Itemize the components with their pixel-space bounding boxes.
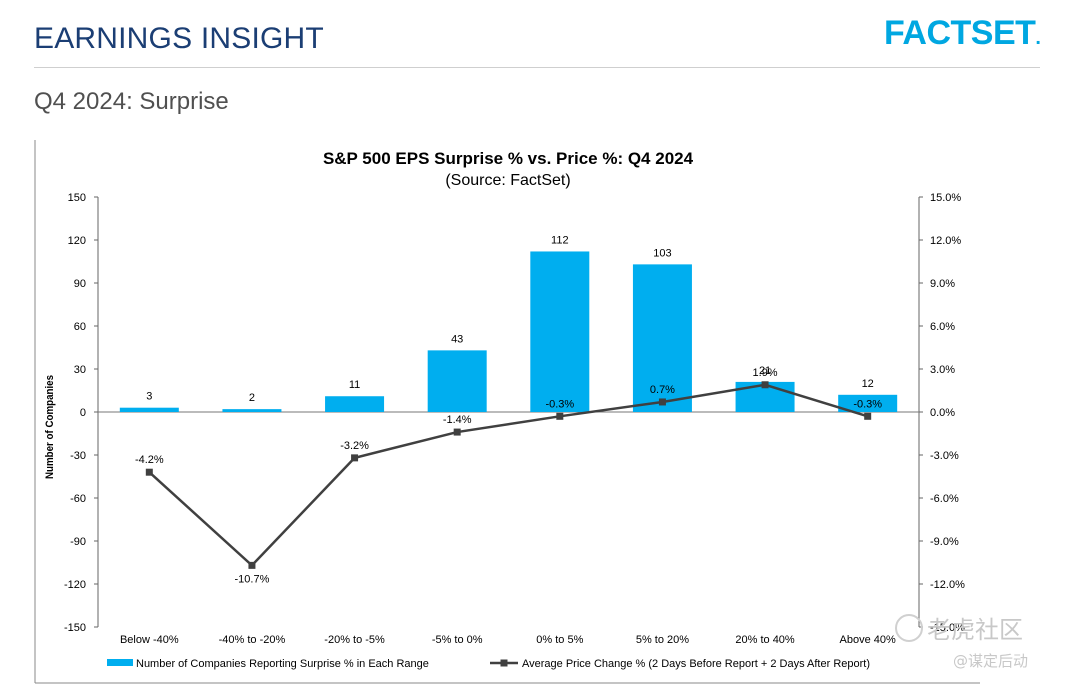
category-label: -5% to 0% [432,634,483,646]
watermark-line1: 老虎社区 [927,616,1023,644]
bar-value-label: 103 [653,247,671,259]
bar-value-label: 43 [451,333,463,345]
line-marker [351,454,359,462]
right-tick-label: -6.0% [930,493,959,505]
left-tick-label: 0 [80,407,86,419]
right-tick-label: 15.0% [930,192,961,204]
left-tick-label: -120 [64,579,86,591]
left-tick-label: -60 [70,493,86,505]
bar [325,396,385,412]
right-tick-label: 6.0% [930,321,955,333]
category-label: 20% to 40% [735,634,795,646]
chart-container: S&P 500 EPS Surprise % vs. Price %: Q4 2… [34,138,982,685]
bar-value-label: 21 [759,365,771,377]
line-marker [248,561,256,569]
right-tick-label: 9.0% [930,278,955,290]
right-tick-label: 0.0% [930,407,955,419]
line-value-label: -0.3% [853,398,882,410]
page-subtitle: Q4 2024: Surprise [34,88,229,115]
category-label: Below -40% [120,634,179,646]
line-value-label: -3.2% [340,440,369,452]
category-label: -20% to -5% [324,634,385,646]
watermark-icon [895,614,923,642]
left-tick-label: -90 [70,536,86,548]
left-tick-label: 150 [68,192,86,204]
logo-dot: . [1035,27,1041,49]
line-value-label: 1.9% [753,367,778,379]
category-label: -40% to -20% [219,634,286,646]
left-axis-label: Number of Companies [44,375,56,479]
bar [119,407,179,412]
left-tick-label: 90 [74,278,86,290]
right-tick-label: 12.0% [930,235,961,247]
left-tick-label: -30 [70,450,86,462]
category-label: 5% to 20% [636,634,689,646]
legend-bar-label: Number of Companies Reporting Surprise %… [136,658,429,670]
line-value-label: -4.2% [135,454,164,466]
bar [530,251,590,412]
left-tick-label: -150 [64,622,86,634]
line-marker [453,428,461,436]
left-tick-label: 30 [74,364,86,376]
bar [838,394,898,412]
line-value-label: -0.3% [545,398,574,410]
bar-value-label: 2 [249,392,255,404]
right-tick-label: -9.0% [930,536,959,548]
watermark: 老虎社区 @谋定后动 [895,608,1055,678]
line-value-label: -10.7% [235,573,270,585]
bar [222,409,282,412]
page-title: EARNINGS INSIGHT [34,22,324,55]
category-label: Above 40% [840,634,896,646]
line-marker [145,468,153,476]
category-label: 0% to 5% [536,634,583,646]
chart-subtitle: (Source: FactSet) [445,172,570,189]
line-marker [864,412,872,420]
factset-logo: FACTSET. [884,14,1041,53]
watermark-line2: @谋定后动 [953,652,1029,670]
line-marker [658,398,666,406]
line-marker [556,412,564,420]
legend-bar-swatch [107,659,133,666]
legend-line-label: Average Price Change % (2 Days Before Re… [522,658,870,670]
bar-value-label: 112 [551,234,569,246]
eps-surprise-chart: S&P 500 EPS Surprise % vs. Price %: Q4 2… [34,140,980,684]
right-tick-label: 3.0% [930,364,955,376]
line-value-label: -1.4% [443,414,472,426]
bar [427,350,487,412]
price-change-line [148,383,869,568]
chart-title: S&P 500 EPS Surprise % vs. Price %: Q4 2… [323,149,694,168]
line-marker [761,381,769,389]
logo-text: FACTSET [884,14,1036,52]
line-value-label: 0.7% [650,384,675,396]
legend-line-marker [500,659,508,667]
bar-value-label: 12 [862,378,874,390]
bar [632,264,692,412]
right-tick-label: -3.0% [930,450,959,462]
header-divider [34,67,1040,68]
left-tick-label: 60 [74,321,86,333]
bar-value-label: 3 [146,391,152,403]
right-tick-label: -12.0% [930,579,965,591]
left-tick-label: 120 [68,235,86,247]
bar-value-label: 11 [349,379,360,391]
right-tick-label: -15.0% [930,622,965,634]
